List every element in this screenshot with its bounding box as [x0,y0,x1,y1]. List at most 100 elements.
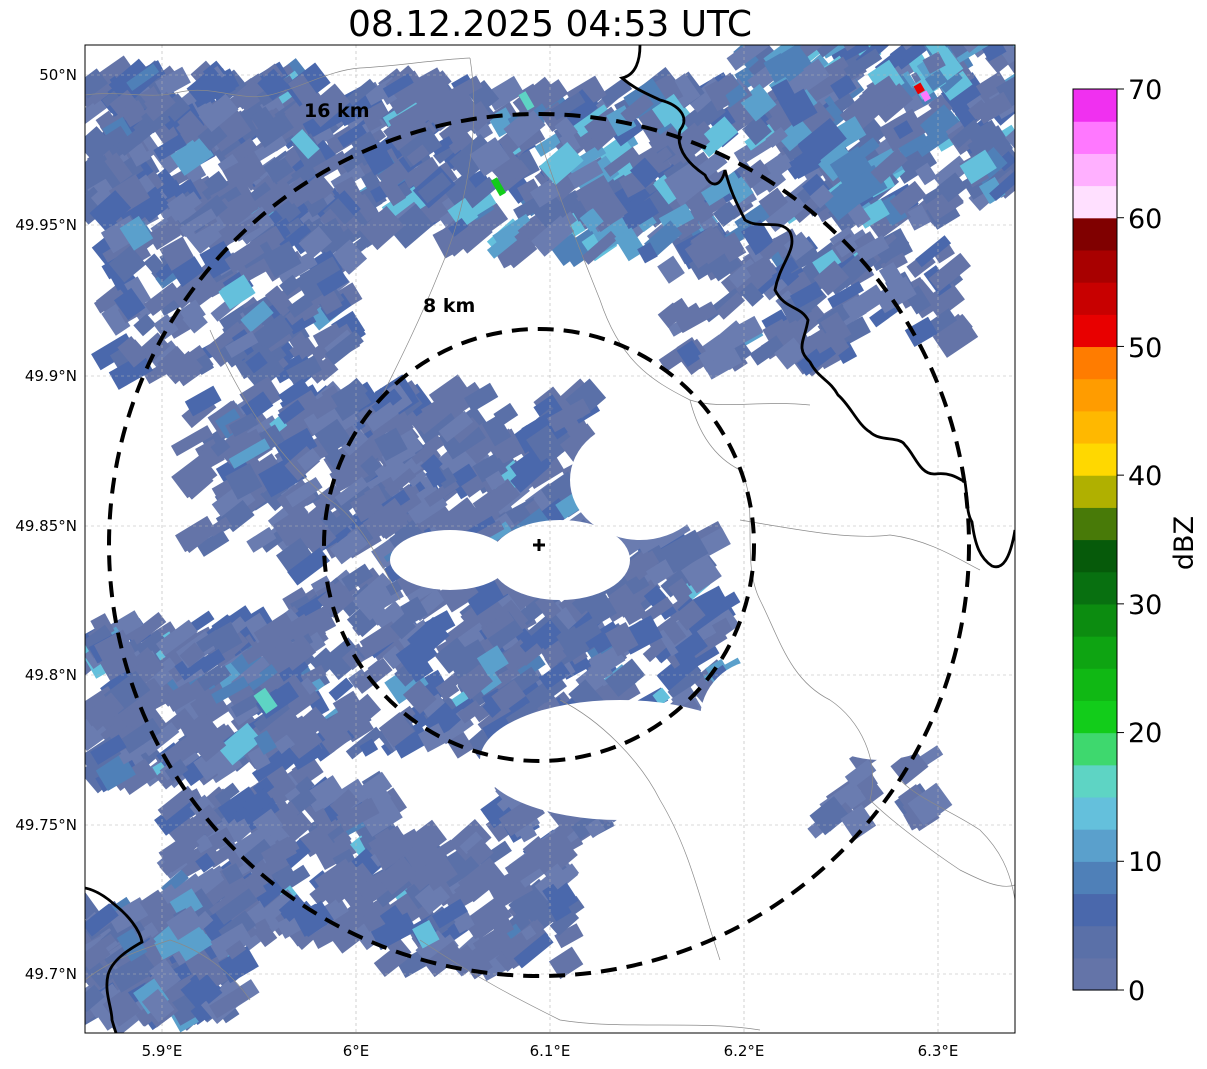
echo-cell [584,817,606,839]
colorbar-tick-label: 30 [1128,590,1162,621]
echo-cell [547,398,591,433]
echo-cell [286,355,322,386]
echo-cell [325,330,364,366]
lat-tick-label: 49.85°N [15,517,77,535]
echo-cell [845,19,870,44]
echo-cell [827,281,865,309]
echo-cell [378,712,415,748]
echo-free-area [390,530,510,590]
echo-cell [550,92,586,121]
echo-cell [120,717,163,754]
echo-cell [871,83,914,123]
echo-cell [176,118,197,138]
echo-cell [940,70,973,101]
echo-cell [265,285,295,317]
echo-cell [197,121,228,151]
echo-cell [208,923,253,961]
echo-cell [336,441,379,478]
colorbar-segment [1073,668,1117,701]
colorbar-tick-label: 60 [1128,204,1162,235]
echo-cell [280,810,314,843]
echo-cell [505,700,539,728]
echo-cell [317,580,356,618]
echo-cell [376,834,414,870]
lon-tick-label: 6.3°E [918,1042,959,1060]
map-panel[interactable]: 16 km 8 km [60,5,1042,1037]
echo-cell [149,340,180,369]
echo-cell [442,173,478,207]
echo-cell [424,839,457,866]
echo-cell [207,827,234,851]
echo-cell [765,194,807,233]
echo-cell [324,509,357,538]
colorbar-segment [1073,893,1117,927]
map-frame [84,44,1016,1034]
echo-cell [341,563,374,592]
echo-cell [517,216,541,239]
echo-cell [936,172,968,203]
echo-cell [915,162,938,186]
echo-cell [529,179,561,208]
echo-cell [124,276,152,308]
echo-cell [423,940,464,978]
echo-cell [892,45,927,46]
echo-cell [214,137,246,166]
echo-cell [107,897,150,934]
echo-cell [932,315,979,358]
echo-cell [148,958,181,993]
echo-cell [858,75,903,117]
echo-cell [289,730,323,760]
echo-cell [304,83,351,128]
echo-cell [922,51,946,74]
echo-cell [919,104,959,142]
lat-tick-label: 49.9°N [25,367,77,385]
echo-cell [394,664,417,687]
echo-cell [887,22,909,42]
colorbar-segment [1073,153,1117,187]
echo-cell [94,629,136,668]
echo-cell [579,207,604,232]
echo-cell [173,925,213,962]
echo-cell [211,676,249,704]
echo-cell [186,867,220,895]
echo-cell [154,66,191,98]
echo-cell [829,13,854,33]
echo-cell [290,129,320,160]
echo-cell [605,621,639,657]
echo-cell [468,916,495,940]
echo-cell [484,478,521,513]
echo-cell [410,70,452,108]
echo-cell [783,231,814,261]
echo-cell [930,240,955,264]
echo-cell [95,110,117,131]
echo-cell [538,636,565,662]
echo-cell [1009,45,1015,52]
echo-cell [680,553,722,594]
echo-cell [741,219,775,256]
echo-cell [453,875,484,903]
echo-cell [457,700,484,724]
echo-cell [359,771,393,802]
echo-cell [800,9,831,36]
echo-cell [133,313,157,337]
echo-cell [362,142,395,176]
colorbar-segment [1073,89,1117,122]
echo-cell [842,284,887,322]
echo-cell [196,529,230,557]
echo-cell [287,73,318,105]
echo-cell [278,634,317,671]
echo-cell [503,106,546,148]
echo-cell [756,163,787,193]
echo-cell [928,252,971,292]
echo-cell [431,898,468,929]
echo-cell [186,677,217,709]
echo-cell [228,955,249,975]
echo-cell [614,227,646,262]
echo-cell [346,78,377,106]
echo-cell [548,898,572,922]
echo-cell [251,920,278,948]
echo-cell [230,692,263,718]
echo-cell [247,313,294,355]
echo-cell [820,311,847,338]
echo-cell [863,8,901,45]
